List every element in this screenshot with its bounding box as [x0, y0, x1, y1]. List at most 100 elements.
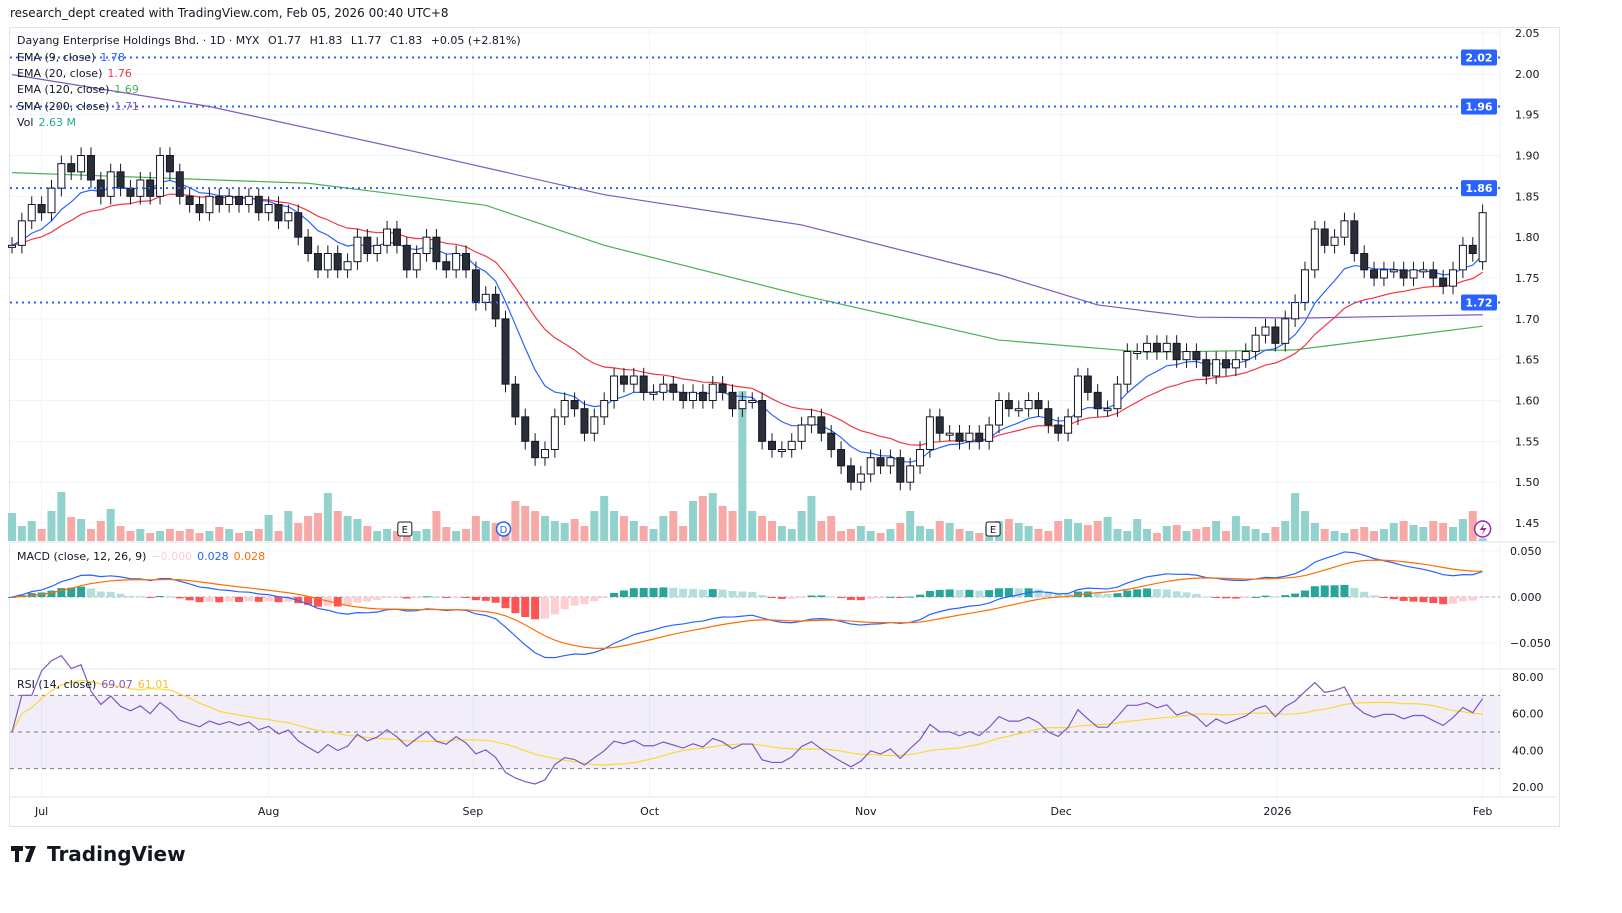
ema9-label: EMA (9, close) [17, 51, 96, 64]
volume-bar [1330, 531, 1339, 541]
candle-body [837, 449, 846, 467]
macd-histogram-bar [550, 597, 559, 615]
volume-bar [570, 519, 579, 541]
candle-body [580, 408, 589, 434]
macd-histogram-bar [1449, 597, 1458, 604]
volume-bar [1320, 529, 1329, 541]
volume-bar [767, 521, 776, 541]
candle-body [1034, 400, 1043, 410]
macd-histogram-bar [698, 589, 707, 597]
candle-body [67, 163, 76, 173]
candle-body [1014, 408, 1023, 412]
volume-bar [1212, 521, 1221, 541]
volume-bar [156, 531, 165, 541]
macd-signal-value: 0.028 [233, 550, 266, 563]
candle-body [353, 236, 362, 263]
volume-bar [106, 509, 115, 541]
marker-label: E [402, 525, 408, 536]
volume-bar [1409, 525, 1418, 541]
ema9-legend[interactable]: EMA (9, close) 1.78 [17, 51, 130, 64]
candle-body [343, 261, 352, 271]
volume-bar [521, 506, 530, 541]
candle-body [708, 383, 717, 402]
candle-body [1458, 244, 1467, 271]
vol-legend[interactable]: Vol 2.63 M [17, 116, 81, 129]
candle-body [1300, 269, 1309, 304]
macd-histogram-bar [1281, 595, 1290, 597]
macd-histogram-bar [442, 597, 451, 598]
macd-axis-label: 0.000 [1510, 591, 1542, 604]
candle-body [540, 449, 549, 459]
volume-bar [343, 516, 352, 541]
volume-bar [17, 526, 26, 541]
macd-histogram-bar [264, 597, 273, 602]
volume-bar [955, 529, 964, 541]
volume-bar [846, 529, 855, 541]
volume-bar [1152, 533, 1161, 541]
volume-bar [1281, 521, 1290, 541]
ema20-value: 1.76 [107, 67, 132, 80]
tradingview-logo[interactable]: TradingView [11, 842, 186, 866]
macd-histogram-bar [1458, 597, 1467, 602]
macd-histogram-bar [452, 597, 461, 598]
volume-bar [728, 511, 737, 541]
price-level-badge [1461, 180, 1497, 197]
candle-body [728, 391, 737, 410]
candle-body [1103, 408, 1112, 412]
candle-body [1192, 351, 1201, 361]
candle-body [235, 195, 244, 206]
candle-body [1261, 326, 1270, 336]
macd-histogram-bar [511, 597, 520, 614]
candle-body [955, 432, 964, 442]
macd-legend[interactable]: MACD (close, 12, 26, 9) −0.000 0.028 0.028 [17, 550, 270, 563]
macd-histogram-bar [1064, 594, 1073, 597]
volume-bar [708, 493, 717, 541]
macd-histogram-bar [708, 589, 717, 597]
rsi-ma-value: 61.01 [137, 678, 170, 691]
volume-bar [600, 496, 609, 541]
candle-body [925, 416, 934, 451]
volume-bar [827, 516, 836, 541]
candle-body [1073, 375, 1082, 418]
candle-body [57, 163, 66, 189]
price-axis-label: 1.65 [1515, 354, 1540, 367]
macd-histogram-bar [165, 596, 174, 598]
macd-histogram-bar [738, 591, 747, 597]
volume-bar [1222, 531, 1231, 541]
ema20-legend[interactable]: EMA (20, close) 1.76 [17, 67, 137, 80]
volume-bar [817, 521, 826, 541]
candle-body [215, 195, 224, 206]
volume-bar [392, 531, 401, 541]
ema120-legend[interactable]: EMA (120, close) 1.69 [17, 83, 144, 96]
macd-histogram-bar [1389, 597, 1398, 600]
macd-histogram-bar [471, 597, 480, 601]
volume-bar [1083, 525, 1092, 541]
symbol-name[interactable]: Dayang Enterprise Holdings Bhd. · 1D · M… [17, 34, 260, 47]
candle-body [501, 318, 510, 385]
volume-bar [471, 516, 480, 541]
macd-histogram-bar [1439, 597, 1448, 605]
candle-body [935, 416, 944, 434]
ohlc-open: O1.77 [267, 34, 302, 47]
rsi-legend[interactable]: RSI (14, close) 69.07 61.01 [17, 678, 174, 691]
macd-histogram-bar [787, 597, 796, 599]
candle-body [1291, 302, 1300, 320]
candle-body [17, 220, 26, 246]
macd-histogram-bar [896, 597, 905, 598]
price-axis-label: 1.80 [1515, 231, 1540, 244]
candle-body [985, 424, 994, 442]
macd-histogram-bar [146, 597, 155, 598]
time-axis-label: Oct [640, 805, 660, 818]
candle-body [619, 375, 628, 385]
sma200-legend[interactable]: SMA (200, close) 1.71 [17, 100, 144, 113]
volume-bar [205, 531, 214, 541]
macd-label: MACD (close, 12, 26, 9) [17, 550, 147, 563]
candle-body [718, 383, 727, 393]
candle-body [86, 155, 95, 181]
time-axis-label: Aug [258, 805, 279, 818]
candle-body [1350, 220, 1359, 255]
volume-bar [590, 511, 599, 541]
macd-histogram-bar [777, 597, 786, 599]
macd-histogram-bar [965, 589, 974, 597]
